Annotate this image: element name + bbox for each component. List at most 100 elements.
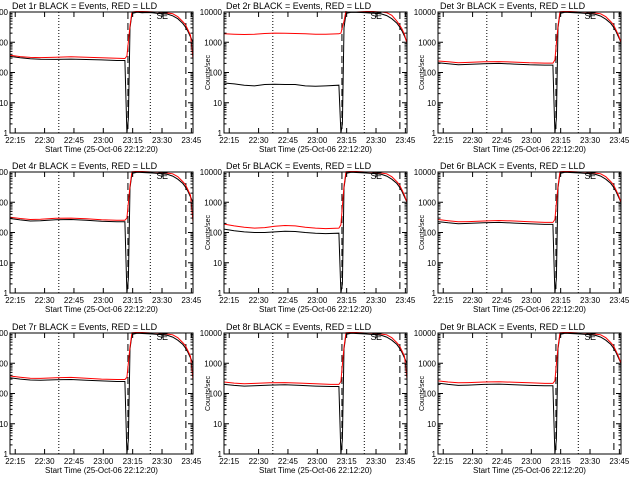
y-tick-label: 100 <box>209 390 223 399</box>
series-events-line <box>438 332 621 454</box>
event-marker-label: S <box>584 171 590 181</box>
y-tick-label: 100 <box>209 229 223 238</box>
series-events-line <box>10 332 193 454</box>
x-tick-label: 23:00 <box>93 296 114 305</box>
x-tick-label: 23:30 <box>580 457 601 466</box>
detector-panel: Det 5r BLACK = Events, RED = LLD Counts/s… <box>200 161 416 314</box>
x-tick-label: 23:45 <box>609 296 630 305</box>
y-tick-label: 1000 <box>418 359 436 368</box>
series-lld-line <box>10 332 193 381</box>
y-tick-label: 10000 <box>414 168 437 177</box>
series-events-line <box>438 171 621 293</box>
series-lld-line <box>224 332 407 385</box>
x-tick-label: 22:45 <box>64 136 85 145</box>
y-tick-label: 1 <box>432 289 437 298</box>
x-axis-label: Start Time (25-Oct-06 22:12:20) <box>259 305 372 314</box>
event-marker-label: S <box>370 332 376 342</box>
series-lld-line <box>438 11 621 64</box>
x-tick-label: 23:45 <box>395 457 416 466</box>
x-tick-label: 23:00 <box>93 457 114 466</box>
x-tick-label: 22:30 <box>463 136 484 145</box>
x-axis-label: Start Time (25-Oct-06 22:12:20) <box>259 145 372 154</box>
x-tick-label: 23:45 <box>181 136 202 145</box>
x-tick-label: 22:30 <box>35 457 56 466</box>
event-marker-label: E <box>376 332 382 342</box>
y-tick-label: 1 <box>218 289 223 298</box>
panel-title: Det 9r BLACK = Events, RED = LLD <box>440 322 586 332</box>
y-tick-label: 100 <box>423 229 437 238</box>
x-tick-label: 22:45 <box>64 296 85 305</box>
panel-title: Det 2r BLACK = Events, RED = LLD <box>226 1 372 11</box>
x-tick-label: 23:15 <box>337 296 358 305</box>
event-marker-label: E <box>376 171 382 181</box>
detector-panel: Det 4r BLACK = Events, RED = LLDCounts/s… <box>0 161 202 314</box>
y-tick-label: 1 <box>4 450 9 459</box>
x-tick-label: 23:00 <box>521 296 542 305</box>
x-tick-label: 22:15 <box>219 136 240 145</box>
event-marker-label: E <box>590 332 596 342</box>
series-lld-line <box>438 332 621 384</box>
y-tick-label: 10000 <box>200 329 223 338</box>
y-tick-label: 10 <box>213 99 222 108</box>
y-tick-label: 1 <box>218 450 223 459</box>
x-axis-label: Start Time (25-Oct-06 22:12:20) <box>45 145 158 154</box>
panel-title: Det 4r BLACK = Events, RED = LLD <box>12 161 158 171</box>
x-tick-label: 23:00 <box>307 296 328 305</box>
event-marker-label: S <box>156 171 162 181</box>
event-marker-label: E <box>162 11 168 21</box>
event-marker-label: E <box>162 171 168 181</box>
y-tick-label: 100 <box>0 390 9 399</box>
x-tick-label: 23:45 <box>609 136 630 145</box>
event-marker-label: S <box>584 11 590 21</box>
x-tick-label: 23:15 <box>551 457 572 466</box>
series-events-line <box>224 171 407 293</box>
y-tick-label: 1000 <box>204 38 222 47</box>
y-tick-label: 10000 <box>200 8 223 17</box>
x-tick-label: 23:30 <box>152 457 173 466</box>
x-tick-label: 23:00 <box>521 457 542 466</box>
y-tick-label: 100 <box>0 69 9 78</box>
series-lld-line <box>10 171 193 223</box>
x-axis-label: Start Time (25-Oct-06 22:12:20) <box>259 466 372 475</box>
panel-title: Det 5r BLACK = Events, RED = LLD <box>226 161 372 171</box>
y-axis-label: Counts/sec <box>205 214 212 250</box>
series-events-line <box>224 11 407 133</box>
y-tick-label: 100 <box>423 69 437 78</box>
x-tick-label: 23:15 <box>123 457 144 466</box>
x-tick-label: 22:15 <box>433 296 454 305</box>
y-tick-label: 1000 <box>0 359 9 368</box>
y-tick-label: 100 <box>0 229 9 238</box>
x-tick-label: 22:45 <box>492 136 513 145</box>
event-marker-label: S <box>584 332 590 342</box>
x-tick-label: 23:00 <box>307 136 328 145</box>
x-tick-label: 23:00 <box>521 136 542 145</box>
y-tick-label: 1000 <box>0 38 9 47</box>
x-tick-label: 23:15 <box>337 136 358 145</box>
y-axis-label: Counts/sec <box>205 375 212 411</box>
x-axis-label: Start Time (25-Oct-06 22:12:20) <box>473 305 586 314</box>
x-tick-label: 23:00 <box>307 457 328 466</box>
event-marker-label: S <box>156 11 162 21</box>
y-axis-label: Counts/sec <box>419 214 426 250</box>
x-tick-label: 23:45 <box>181 457 202 466</box>
y-tick-label: 10 <box>0 420 9 429</box>
y-tick-label: 1 <box>4 289 9 298</box>
series-events-line <box>438 11 621 133</box>
plot-frame <box>437 332 622 455</box>
x-tick-label: 23:15 <box>551 136 572 145</box>
x-tick-label: 23:45 <box>395 136 416 145</box>
x-tick-label: 23:30 <box>580 296 601 305</box>
y-tick-label: 1000 <box>418 38 436 47</box>
x-tick-label: 22:30 <box>35 296 56 305</box>
panel-title: Det 7r BLACK = Events, RED = LLD <box>12 322 158 332</box>
panel-title: Det 1r BLACK = Events, RED = LLD <box>12 1 158 11</box>
x-tick-label: 23:30 <box>366 136 387 145</box>
x-tick-label: 23:15 <box>551 296 572 305</box>
detector-panel: Det 3r BLACK = Events, RED = LLD Counts/s… <box>414 1 630 154</box>
detector-panel: Det 7r BLACK = Events, RED = LLDCounts/s… <box>0 322 202 475</box>
x-tick-label: 22:45 <box>492 296 513 305</box>
detector-panel: Det 6r BLACK = Events, RED = LLD Counts/s… <box>414 161 630 314</box>
x-axis-label: Start Time (25-Oct-06 22:12:20) <box>45 305 158 314</box>
x-tick-label: 23:30 <box>152 296 173 305</box>
series-lld-line <box>438 171 621 223</box>
